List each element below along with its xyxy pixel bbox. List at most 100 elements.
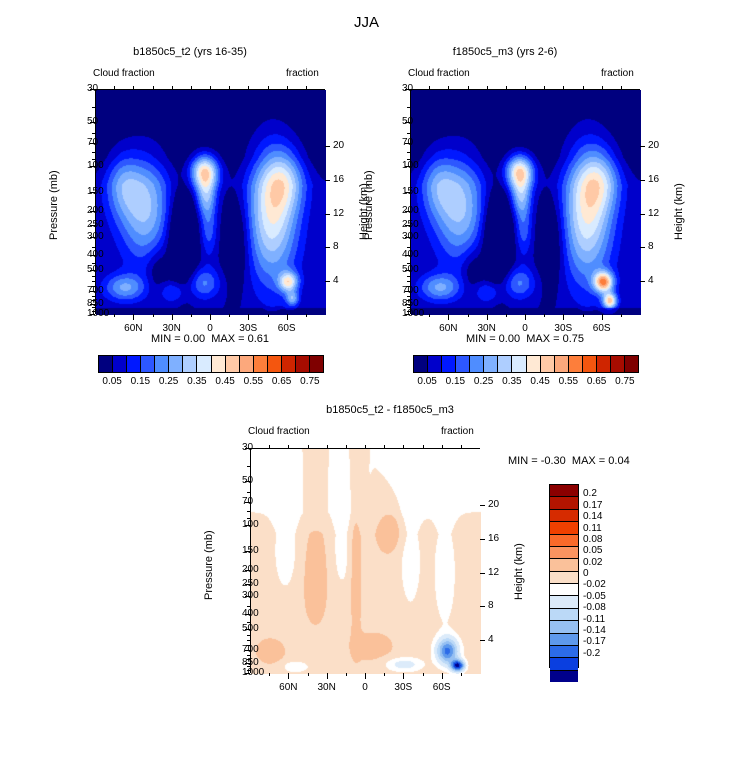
colorbar-tick-label: -0.02	[583, 579, 606, 591]
axis-tick	[92, 310, 95, 312]
colorbar-segment	[550, 545, 578, 559]
axis-tick	[384, 673, 386, 676]
axis-tick	[90, 225, 95, 227]
axis-tick	[407, 246, 410, 248]
colorbar-tick-label: 0.17	[583, 499, 603, 511]
axis-tick	[92, 307, 95, 309]
colorbar-tick-label: 0.14	[583, 511, 603, 523]
axis-tick	[307, 445, 309, 448]
axis-tick	[133, 314, 135, 317]
height-tick-label: 8	[488, 600, 494, 612]
axis-tick	[403, 673, 405, 676]
axis-tick	[422, 445, 424, 448]
colorbar-segment	[168, 356, 183, 372]
axis-tick	[640, 179, 645, 181]
colorbar-segment	[550, 669, 578, 682]
axis-tick	[403, 445, 405, 448]
colorbar-diff	[549, 484, 579, 682]
axis-tick	[563, 86, 565, 89]
axis-tick	[247, 654, 250, 656]
colorbar-tick-label: 0.65	[271, 376, 292, 387]
axis-tick	[480, 640, 485, 642]
axis-tick	[325, 179, 330, 181]
axis-tick	[114, 314, 116, 317]
axis-tick	[480, 572, 485, 574]
axis-tick	[620, 86, 622, 89]
axis-tick	[245, 595, 250, 597]
panel-left-units-label: fraction	[286, 68, 319, 79]
axis-tick	[307, 673, 309, 676]
axis-tick	[245, 525, 250, 527]
axis-tick	[247, 634, 250, 636]
axis-tick	[405, 314, 410, 315]
panel-diff-yaxis2-label: Height (km)	[513, 543, 525, 600]
axis-tick	[441, 673, 443, 676]
axis-tick	[480, 606, 485, 608]
colorbar-tick-label: 0.75	[615, 376, 635, 387]
axis-tick	[405, 255, 410, 257]
axis-tick	[407, 151, 410, 153]
latitude-tick-label: 60S	[432, 682, 451, 693]
colorbar-segment	[567, 356, 582, 372]
axis-tick	[210, 86, 211, 89]
axis-tick	[171, 314, 173, 320]
colorbar-tick-label: 0.15	[445, 376, 466, 387]
axis-tick	[326, 673, 328, 676]
axis-tick	[245, 650, 250, 652]
axis-tick	[245, 673, 250, 674]
panel-right-max: MAX = 0.75	[526, 333, 585, 345]
axis-tick	[288, 673, 290, 679]
panel-diff-minmax: MIN = -0.30 MAX = 0.04	[508, 455, 630, 467]
axis-tick	[525, 314, 526, 317]
axis-tick	[288, 673, 290, 676]
axis-tick	[245, 614, 250, 616]
axis-tick	[460, 445, 462, 448]
axis-tick	[407, 159, 410, 161]
axis-tick	[92, 262, 95, 264]
colorbar-segment	[609, 356, 624, 372]
colorbar-tick-label: -0.08	[583, 602, 606, 614]
axis-tick	[247, 666, 250, 668]
colorbar-right-labels: 0.05 0.15 0.25 0.35 0.45 0.55 0.65 0.75	[413, 376, 639, 390]
colorbar-tick-label: -0.17	[583, 636, 606, 648]
axis-tick	[90, 255, 95, 257]
panel-diff-max: MAX = 0.04	[571, 455, 630, 467]
axis-tick	[405, 192, 410, 194]
colorbar-segment	[469, 356, 484, 372]
axis-tick	[90, 291, 95, 293]
latitude-tick-label: 60N	[439, 323, 458, 334]
latitude-tick-label: 0	[362, 682, 368, 693]
figure-title: JJA	[353, 14, 379, 31]
axis-tick	[326, 445, 328, 448]
panel-left-min: MIN = 0.00	[150, 333, 206, 345]
axis-tick	[248, 314, 250, 320]
axis-tick	[92, 286, 95, 288]
colorbar-segment	[308, 356, 323, 372]
axis-tick	[544, 314, 546, 317]
latitude-tick-label: 0	[522, 323, 528, 334]
colorbar-segment	[112, 356, 127, 372]
panel-left-title: b1850c5_t2 (yrs 16-35)	[133, 46, 247, 58]
axis-tick	[92, 151, 95, 153]
axis-tick	[229, 86, 231, 89]
axis-tick	[345, 673, 347, 676]
height-tick-label: 4	[488, 634, 494, 646]
colorbar-tick-label: 0.05	[583, 545, 603, 557]
axis-tick	[90, 210, 95, 212]
colorbar-tick-label: 0.55	[243, 376, 264, 387]
height-tick-label: 16	[333, 173, 345, 185]
axis-tick	[407, 299, 410, 301]
colorbar-segment	[550, 595, 578, 608]
panel-left: b1850c5_t2 (yrs 16-35) Cloud fraction fr…	[0, 0, 370, 400]
axis-tick	[245, 502, 250, 504]
colorbar-segment	[497, 356, 512, 372]
axis-tick	[640, 213, 645, 215]
colorbar-segment	[238, 356, 253, 372]
colorbar-tick-label: 0.05	[417, 376, 437, 387]
axis-tick	[92, 295, 95, 297]
axis-tick	[407, 286, 410, 288]
colorbar-right	[413, 355, 639, 373]
axis-tick	[505, 314, 507, 317]
axis-tick	[286, 314, 288, 317]
axis-tick	[429, 86, 431, 89]
